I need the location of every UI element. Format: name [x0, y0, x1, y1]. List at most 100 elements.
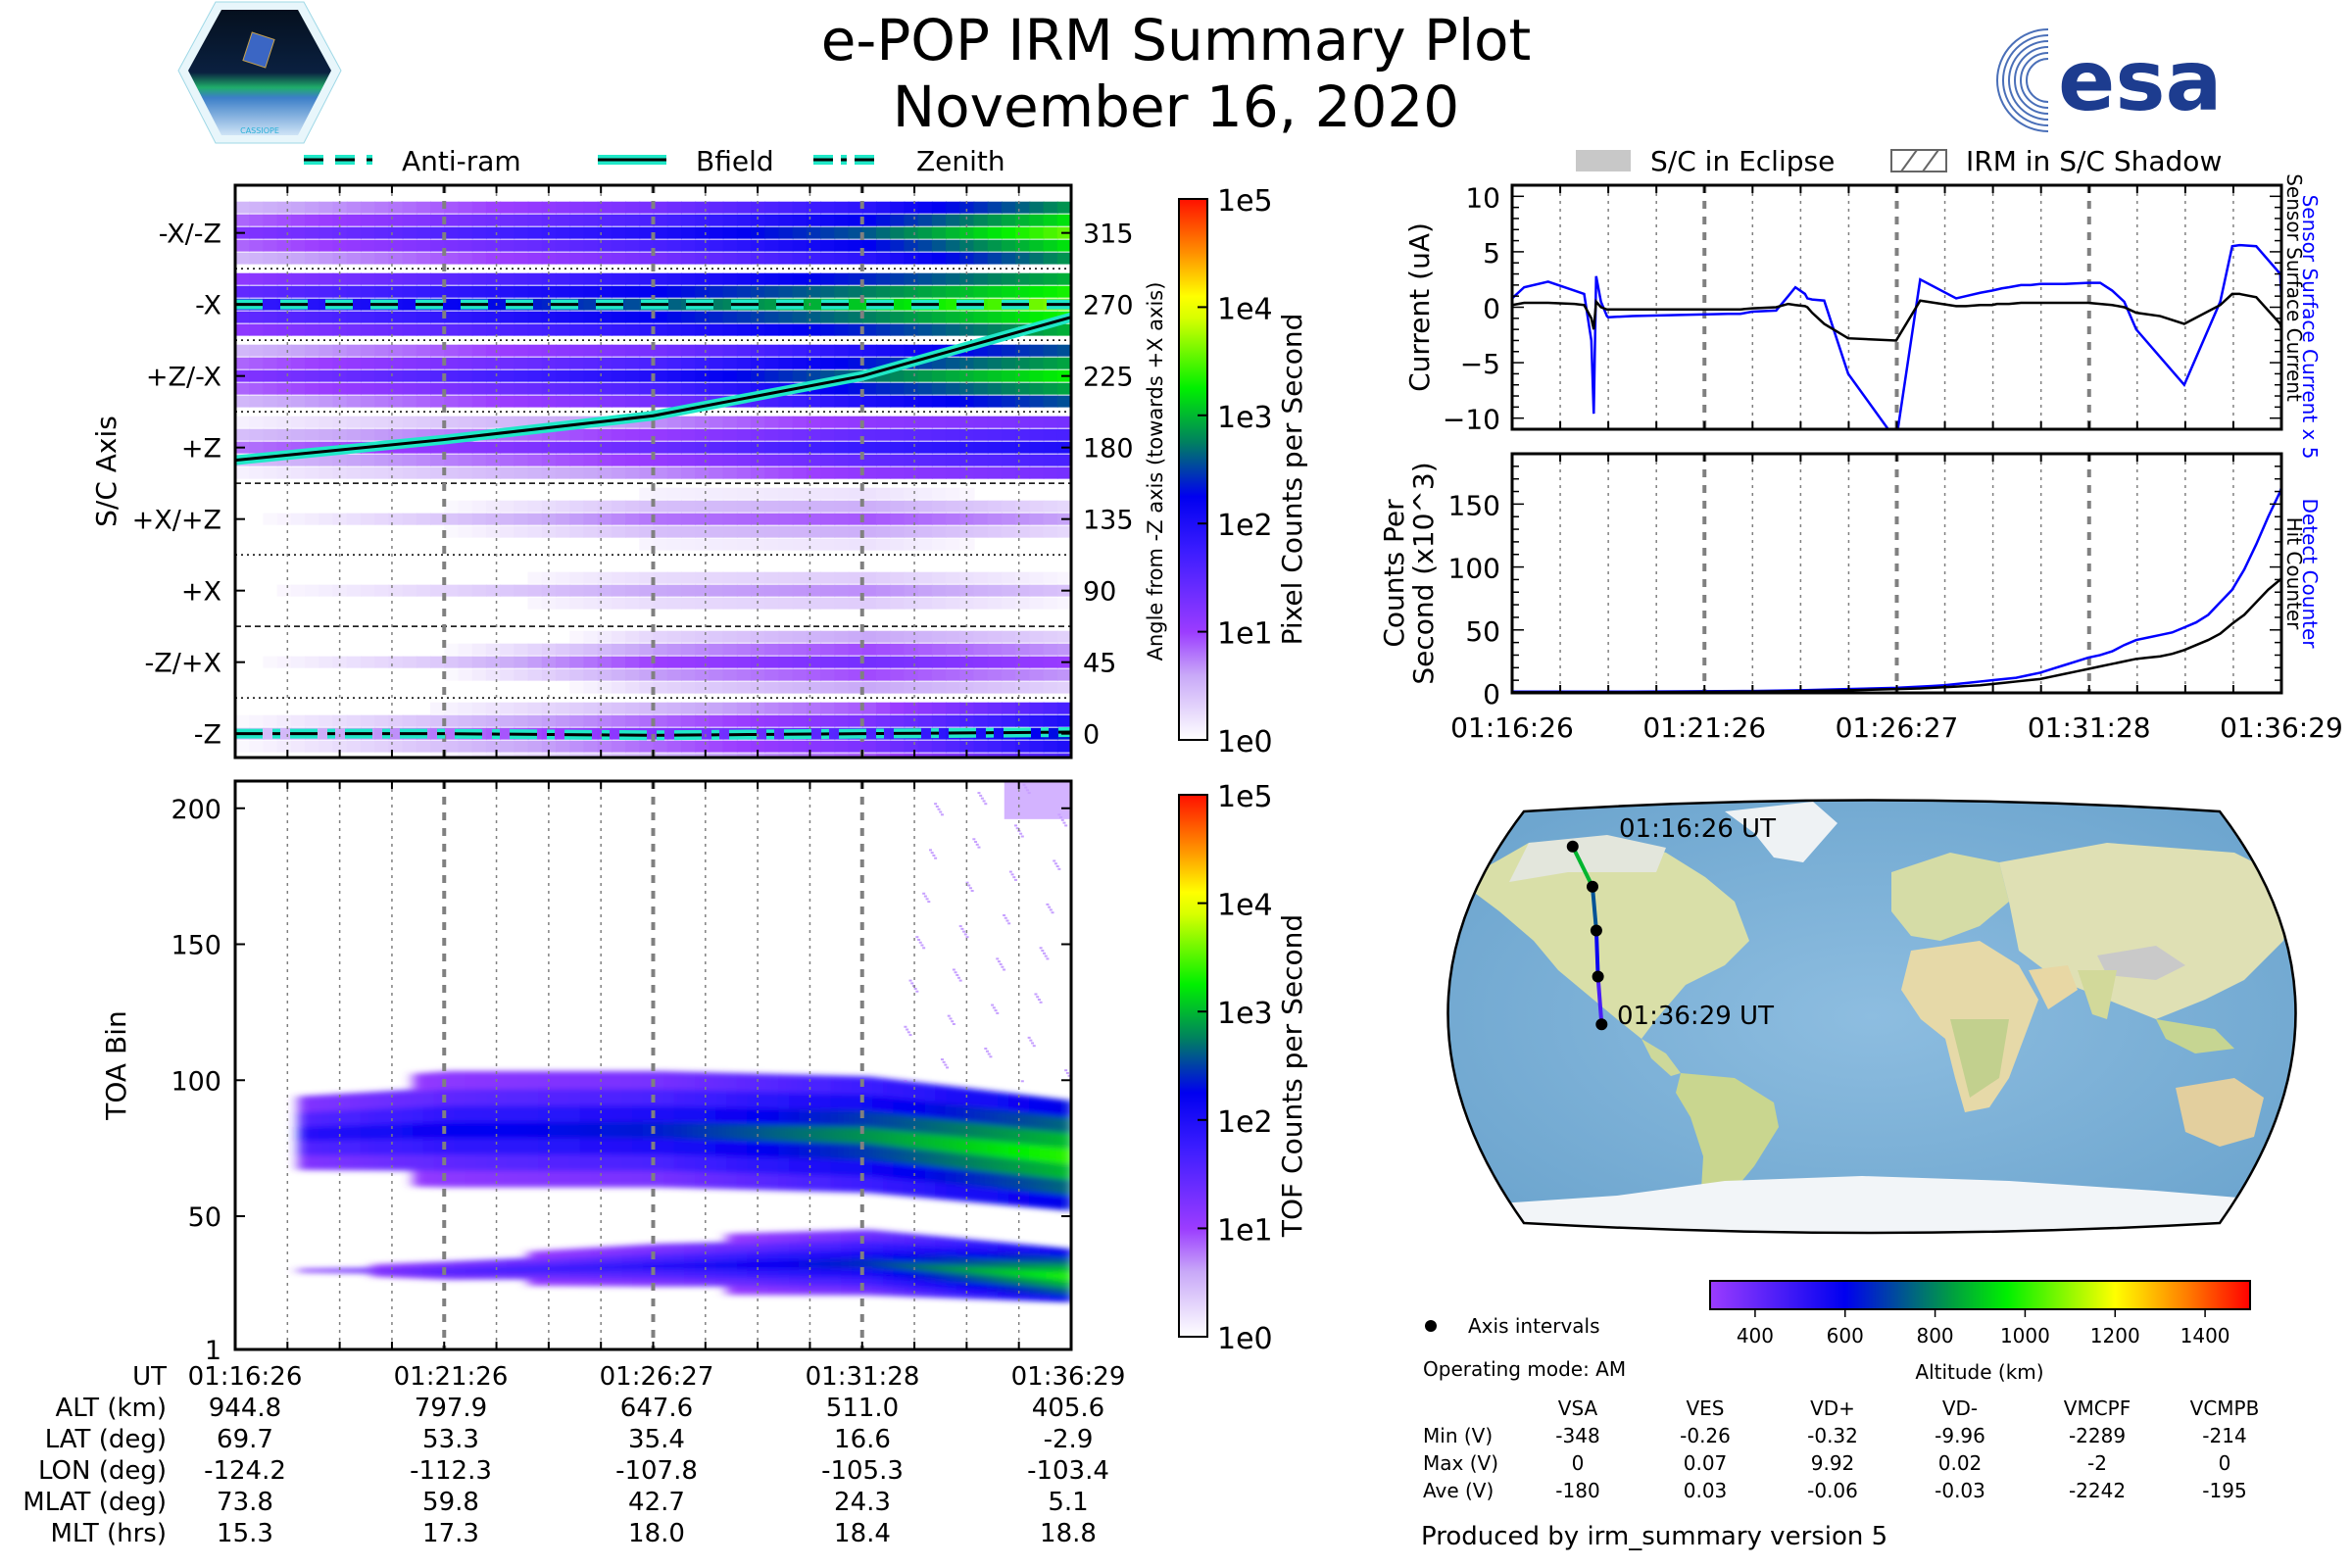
tof-cell — [1050, 1192, 1063, 1210]
spectrogram-cell — [305, 382, 320, 395]
spectrogram-cell — [736, 500, 753, 513]
spectrogram-cell — [458, 668, 473, 681]
tof-cell — [611, 1070, 624, 1090]
spectrogram-cell — [709, 226, 724, 239]
tof-cell — [893, 1080, 906, 1099]
spectrogram-cell — [792, 369, 808, 382]
tof-cell — [548, 1250, 562, 1259]
spectrogram-cell — [917, 466, 933, 479]
spectrogram-cell — [904, 500, 919, 513]
tof-cell — [642, 1268, 656, 1279]
tof-cell — [673, 1088, 687, 1106]
tof-noise — [991, 1004, 995, 1006]
spectrogram-cell — [764, 428, 780, 441]
spectrogram-cell — [709, 272, 724, 285]
tof-cell — [809, 1266, 823, 1278]
spectrogram-cell — [263, 714, 278, 727]
tof-cell — [559, 1277, 572, 1287]
spectrogram-cell — [1043, 252, 1058, 265]
spectrogram-cell — [904, 740, 919, 753]
spectrogram-cell — [722, 643, 738, 656]
spectrogram-cell — [653, 466, 668, 479]
spectrogram-cell — [639, 428, 655, 441]
spectrogram-cell — [249, 344, 265, 357]
track-start-label: 01:16:26 UT — [1619, 814, 1776, 844]
tof-cell — [454, 1168, 467, 1188]
tof-cell — [653, 1087, 666, 1106]
tof-cell — [548, 1136, 562, 1155]
spectrogram-cell — [430, 344, 446, 357]
spectrogram-cell — [973, 226, 989, 239]
tof-cell — [883, 1258, 896, 1270]
spectrogram-cell — [1015, 643, 1031, 656]
spectrogram-cell — [848, 500, 863, 513]
spectrogram-cell — [569, 740, 585, 753]
spectrogram-cell — [973, 500, 989, 513]
tof-cell — [391, 1271, 405, 1278]
y-tick-label: −5 — [1460, 348, 1500, 380]
tof-noise — [1008, 870, 1012, 873]
spectrogram-cell — [973, 702, 989, 714]
spectrogram-cell — [890, 252, 906, 265]
spectrogram-cell — [1015, 428, 1031, 441]
spectrogram-cell — [666, 382, 682, 395]
tof-cell — [1029, 1190, 1043, 1208]
tof-cell — [318, 1095, 331, 1112]
spectrogram-cell — [834, 753, 850, 758]
spectrogram-cell — [806, 298, 822, 311]
tof-cell — [642, 1251, 656, 1263]
spectrogram-cell — [235, 214, 251, 226]
tof-cell — [736, 1233, 750, 1245]
spectrogram-cell — [263, 311, 278, 323]
spectrogram-cell — [1001, 285, 1017, 298]
tof-noise — [1010, 873, 1014, 876]
spectrogram-cell — [890, 344, 906, 357]
spectrogram-cell — [917, 571, 933, 584]
spectrogram-cell — [917, 597, 933, 610]
spectrogram-cell — [471, 272, 487, 285]
spectrogram-cell — [917, 702, 933, 714]
tof-cell — [977, 1153, 990, 1172]
spectrogram-cell — [764, 702, 780, 714]
tof-cell — [966, 1120, 980, 1139]
tof-cell — [402, 1267, 416, 1274]
tof-cell — [872, 1175, 886, 1194]
tof-cell — [987, 1122, 1001, 1142]
spectrogram-cell — [625, 395, 641, 408]
altitude-tick-label: 1000 — [2000, 1324, 2050, 1348]
tof-cell — [695, 1250, 708, 1262]
voltage-value: -0.32 — [1807, 1424, 1858, 1447]
spectrogram-cell — [806, 525, 822, 538]
tof-cell — [516, 1270, 530, 1280]
spectrogram-cell — [1029, 571, 1045, 584]
spectrogram-cell — [276, 226, 292, 239]
spectrogram-cell — [834, 214, 850, 226]
spectrogram-cell — [235, 416, 251, 428]
tof-noise — [968, 887, 972, 890]
tof-cell — [402, 1152, 416, 1171]
tof-cell — [632, 1268, 645, 1279]
spectrogram-cell — [402, 656, 417, 668]
spectrogram-cell — [834, 323, 850, 336]
spectrogram-cell — [485, 656, 502, 668]
tof-cell — [579, 1276, 593, 1287]
tof-cell — [350, 1123, 363, 1141]
spectrogram-cell — [500, 525, 515, 538]
ephemeris-time: 01:31:28 — [805, 1362, 920, 1392]
tof-cell — [579, 1070, 593, 1090]
spectrogram-cell — [666, 656, 682, 668]
spectrogram-cell — [917, 454, 933, 466]
spectrogram-cell — [332, 727, 348, 740]
tof-cell — [1008, 1251, 1021, 1261]
spectrogram-cell — [611, 311, 627, 323]
tof-cell — [496, 1265, 510, 1274]
spectrogram-cell — [305, 428, 320, 441]
spectrogram-cell — [917, 525, 933, 538]
spectrogram-cell — [653, 740, 668, 753]
tof-cell — [883, 1095, 896, 1114]
spectrogram-cell — [1015, 740, 1031, 753]
tof-cell — [590, 1119, 604, 1139]
spectrogram-cell — [235, 239, 251, 252]
spectrogram-cell — [680, 702, 697, 714]
tof-cell — [956, 1288, 969, 1298]
